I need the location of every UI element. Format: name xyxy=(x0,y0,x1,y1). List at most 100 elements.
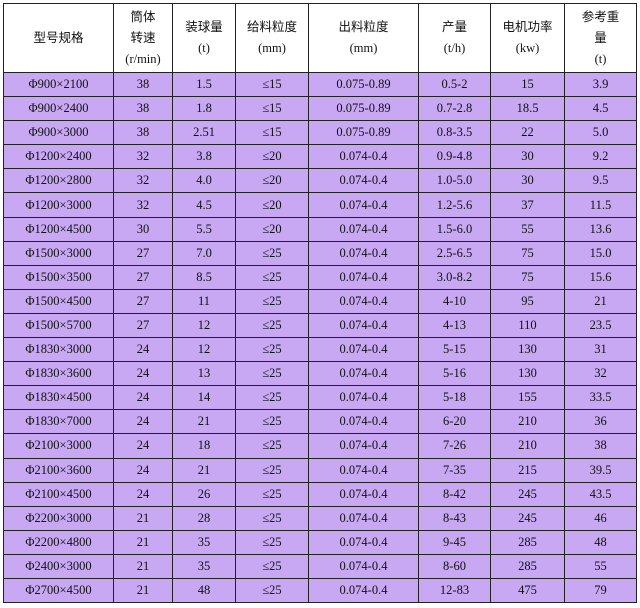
table-cell: 21 xyxy=(113,505,173,531)
table-row: Φ900×2400 38 1.8 ≤15 0.075-0.89 0.7-2.8 18.5 4.… xyxy=(3,96,637,122)
table-cell: 24 xyxy=(113,385,173,411)
table-cell: 5.0 xyxy=(564,120,637,146)
table-cell: 24 xyxy=(113,457,173,483)
table-cell: 285 xyxy=(490,553,565,579)
table-cell: ≤25 xyxy=(235,481,309,507)
table-cell: Φ1500×5700 xyxy=(3,312,114,339)
table-row: Φ1200×2400 32 3.8 ≤20 0.074-0.4 0.9-4.8 30 9.2 xyxy=(3,144,637,170)
header-line: (r/min) xyxy=(125,51,161,66)
table-cell: 8-60 xyxy=(418,553,491,579)
table-cell: ≤15 xyxy=(235,71,309,98)
table-row: Φ2100×4500 24 26 ≤25 0.074-0.4 8-42 245 43.5 xyxy=(3,481,637,507)
table-cell: 26 xyxy=(172,481,236,507)
table-cell: 215 xyxy=(490,457,565,483)
table-row: Φ1200×3000 32 4.5 ≤20 0.074-0.4 1.2-5.6 37 11.5 xyxy=(3,192,637,218)
table-cell: 79 xyxy=(564,577,637,604)
table-cell: 30 xyxy=(113,216,173,242)
table-row: Φ1500×3500 27 8.5 ≤25 0.074-0.4 3.0-8.2 75 15.6 xyxy=(3,264,637,290)
table-cell: 15.0 xyxy=(564,240,637,266)
table-row: Φ2100×3600 24 21 ≤25 0.074-0.4 7-35 215 39.5 xyxy=(3,457,637,483)
header-line: 型号规格 xyxy=(33,30,84,45)
table-row: Φ1830×7000 24 21 ≤25 0.074-0.4 6-20 210 36 xyxy=(3,409,637,435)
table-cell: 95 xyxy=(490,288,565,314)
table-cell: 0.074-0.4 xyxy=(308,216,419,242)
header-line: 给料粒度 xyxy=(246,20,297,34)
table-cell: ≤25 xyxy=(235,529,309,555)
table-cell: 0.9-4.8 xyxy=(418,144,491,170)
table-cell: 245 xyxy=(490,505,565,531)
table-cell: ≤25 xyxy=(235,457,309,483)
table-cell: 18 xyxy=(172,433,236,459)
table-cell: 0.075-0.89 xyxy=(308,120,419,146)
table-cell: 22 xyxy=(490,120,565,146)
table-cell: 8.5 xyxy=(172,264,236,290)
table-cell: 0.074-0.4 xyxy=(308,577,419,604)
table-cell: 24 xyxy=(113,481,173,507)
table-cell: 18.5 xyxy=(490,96,565,122)
table-cell: 1.5-6.0 xyxy=(418,216,491,242)
table-cell: 23.5 xyxy=(564,312,637,339)
header-cell: 参考重量 (t) xyxy=(564,3,637,73)
table-cell: ≤25 xyxy=(235,553,309,579)
table-cell: 13.6 xyxy=(564,216,637,242)
table-cell: 28 xyxy=(172,505,236,531)
table-row: Φ1830×3600 24 13 ≤25 0.074-0.4 5-16 130 32 xyxy=(3,361,637,387)
table-cell: 55 xyxy=(564,553,637,579)
table-cell: 32 xyxy=(113,192,173,218)
header-line: 产量 xyxy=(441,20,467,34)
table-cell: ≤15 xyxy=(235,120,309,146)
table-cell: ≤25 xyxy=(235,240,309,266)
table-cell: Φ1830×7000 xyxy=(3,409,114,435)
table-cell: 0.074-0.4 xyxy=(308,312,419,339)
table-cell: ≤20 xyxy=(235,144,309,170)
table-cell: 1.0-5.0 xyxy=(418,168,491,194)
table-cell: Φ900×3000 xyxy=(3,120,114,146)
table-cell: Φ1200×2800 xyxy=(3,168,114,194)
header-cell: 给料粒度 (mm) xyxy=(235,3,309,73)
table-cell: Φ2100×3000 xyxy=(3,433,114,459)
table-cell: 0.074-0.4 xyxy=(308,144,419,170)
table-cell: 55 xyxy=(490,216,565,242)
table-cell: 30 xyxy=(490,168,565,194)
table-cell: 285 xyxy=(490,529,565,555)
table-cell: 0.075-0.89 xyxy=(308,71,419,98)
table-cell: 9.2 xyxy=(564,144,637,170)
table-cell: 0.074-0.4 xyxy=(308,505,419,531)
table-cell: Φ2100×3600 xyxy=(3,457,114,483)
table-cell: 11.5 xyxy=(564,192,637,218)
table-cell: ≤25 xyxy=(235,409,309,435)
table-cell: ≤25 xyxy=(235,577,309,604)
table-cell: 12 xyxy=(172,312,236,339)
table-cell: ≤25 xyxy=(235,433,309,459)
header-row: 型号规格 筒体 转速 (r/min) 装球量 (t) 给料粒度 (mm) 出料粒度 (mm) 产量 (… xyxy=(3,3,637,73)
table-cell: Φ2400×3000 xyxy=(3,553,114,579)
table-cell: 36 xyxy=(564,409,637,435)
table-cell: 130 xyxy=(490,361,565,387)
table-cell: ≤20 xyxy=(235,168,309,194)
table-cell: 21 xyxy=(172,457,236,483)
table-cell: Φ900×2100 xyxy=(3,71,114,98)
table-cell: 21 xyxy=(113,577,173,604)
table-row: Φ2700×4500 21 48 ≤25 0.074-0.4 12-83 475 79 xyxy=(3,577,637,604)
header-line: 筒体 xyxy=(130,9,156,24)
table-cell: 7-26 xyxy=(418,433,491,459)
header-line: 转速 xyxy=(130,30,156,45)
table-row: Φ1830×4500 24 14 ≤25 0.074-0.4 5-18 155 33.5 xyxy=(3,385,637,411)
table-cell: 4.5 xyxy=(564,96,637,122)
table-cell: 7.0 xyxy=(172,240,236,266)
table-row: Φ1200×4500 30 5.5 ≤20 0.074-0.4 1.5-6.0 55 13.6 xyxy=(3,216,637,242)
table-cell: 0.5-2 xyxy=(418,71,491,98)
table-cell: 210 xyxy=(490,409,565,435)
table-cell: 37 xyxy=(490,192,565,218)
table-cell: 0.074-0.4 xyxy=(308,529,419,555)
table-cell: ≤25 xyxy=(235,288,309,314)
table-cell: 38 xyxy=(113,71,173,98)
spec-table: 型号规格 筒体 转速 (r/min) 装球量 (t) 给料粒度 (mm) 出料粒度 (mm) 产量 (… xyxy=(3,3,637,604)
table-cell: Φ1830×3600 xyxy=(3,361,114,387)
table-row: Φ2100×3000 24 18 ≤25 0.074-0.4 7-26 210 38 xyxy=(3,433,637,459)
table-cell: 0.074-0.4 xyxy=(308,433,419,459)
table-cell: ≤25 xyxy=(235,312,309,339)
table-cell: 35 xyxy=(172,553,236,579)
table-cell: 24 xyxy=(113,361,173,387)
table-cell: 39.5 xyxy=(564,457,637,483)
